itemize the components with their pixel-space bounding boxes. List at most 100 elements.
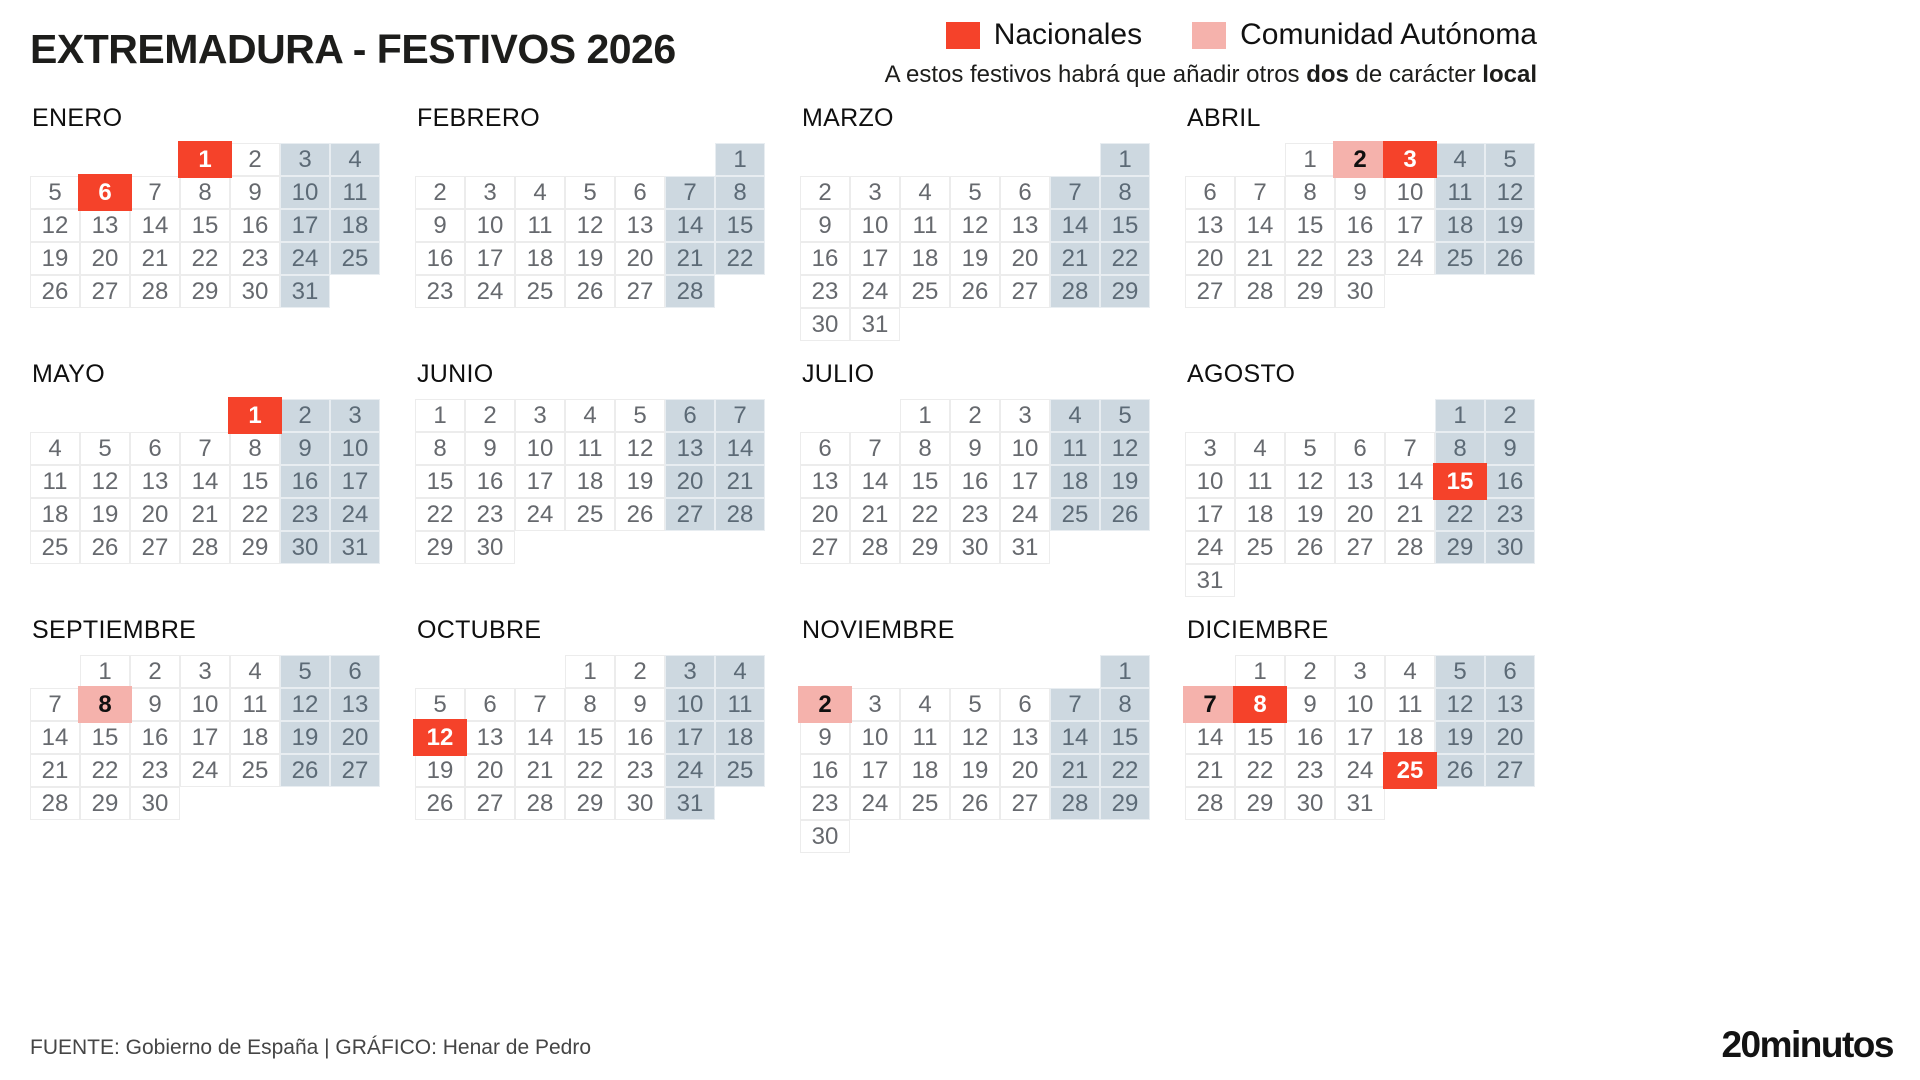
weekend-day-cell: 30 [280, 531, 330, 564]
weekend-day-cell: 12 [1435, 688, 1485, 721]
weekend-day-cell: 1 [1100, 655, 1150, 688]
day-cell: 18 [565, 465, 615, 498]
day-cell: 20 [1185, 242, 1235, 275]
regional-holiday-cell: 7 [1183, 686, 1237, 723]
day-cell: 8 [1285, 176, 1335, 209]
day-cell: 12 [950, 209, 1000, 242]
day-cell: 14 [515, 721, 565, 754]
day-cell: 21 [180, 498, 230, 531]
day-cell: 30 [950, 531, 1000, 564]
month-title: SEPTIEMBRE [32, 616, 197, 644]
day-cell: 7 [180, 432, 230, 465]
national-holiday-cell: 25 [1383, 752, 1437, 789]
weekend-day-cell: 29 [1100, 275, 1150, 308]
day-cell: 27 [130, 531, 180, 564]
month-calendar: ENERO 1 2 3 4 5 6 7 8 9 10 11 12 13 14 15 16 17 18 19 20 21 22… [30, 104, 382, 360]
day-cell: 5 [80, 432, 130, 465]
day-cell: 19 [950, 242, 1000, 275]
day-cell: 6 [1335, 432, 1385, 465]
empty-cell [515, 655, 565, 688]
weekend-day-cell: 12 [280, 688, 330, 721]
weekend-day-cell: 1 [1435, 399, 1485, 432]
empty-cell [850, 143, 900, 176]
weekend-day-cell: 25 [1050, 498, 1100, 531]
weekend-day-cell: 17 [330, 465, 380, 498]
day-cell: 16 [465, 465, 515, 498]
day-cell: 16 [950, 465, 1000, 498]
day-cell: 27 [1000, 275, 1050, 308]
day-cell: 21 [850, 498, 900, 531]
weekend-day-cell: 29 [1100, 787, 1150, 820]
day-cell: 23 [800, 275, 850, 308]
weekend-day-cell: 30 [1485, 531, 1535, 564]
month-title: ENERO [32, 104, 123, 132]
month-title: MAYO [32, 360, 105, 388]
empty-cell [180, 399, 230, 432]
day-cell: 11 [30, 465, 80, 498]
day-cell: 10 [180, 688, 230, 721]
day-cell: 15 [180, 209, 230, 242]
weekend-day-cell: 6 [665, 399, 715, 432]
legend-note: A estos festivos habrá que añadir otros … [885, 61, 1537, 89]
weekend-day-cell: 7 [1050, 688, 1100, 721]
day-cell: 29 [565, 787, 615, 820]
day-cell: 9 [800, 209, 850, 242]
day-cell: 18 [30, 498, 80, 531]
day-cell: 13 [465, 721, 515, 754]
day-cell: 27 [465, 787, 515, 820]
day-cell: 29 [415, 531, 465, 564]
regional-holiday-cell: 2 [798, 686, 852, 723]
weekend-day-cell: 28 [1050, 787, 1100, 820]
20minutos-logo: 20minutos [1721, 1024, 1894, 1065]
day-cell: 23 [800, 787, 850, 820]
empty-cell [1000, 143, 1050, 176]
month-grid: 1 2 3 4 5 6 7 8 9 10 11 12 13 14 15 16 17 18 19 20 21 22 23 24 2… [415, 399, 767, 564]
national-holiday-cell: 3 [1383, 141, 1437, 178]
day-cell: 30 [800, 820, 850, 853]
day-cell: 17 [515, 465, 565, 498]
day-cell: 6 [130, 432, 180, 465]
month-title: JULIO [802, 360, 875, 388]
day-cell: 22 [565, 754, 615, 787]
day-cell: 28 [1235, 275, 1285, 308]
day-cell: 17 [1335, 721, 1385, 754]
day-cell: 29 [1285, 275, 1335, 308]
day-cell: 23 [130, 754, 180, 787]
weekend-day-cell: 13 [1485, 688, 1535, 721]
empty-cell [900, 143, 950, 176]
day-cell: 4 [30, 432, 80, 465]
month-calendar: ABRIL 1 2 3 4 5 6 7 8 9 10 11 12 13 14 15 16 17 18 19 20 21 22… [1185, 104, 1537, 360]
weekend-day-cell: 23 [280, 498, 330, 531]
month-calendar: DICIEMBRE 1 2 3 4 5 6 7 8 9 10 11 12 13 14 15 16 17 18 19 20… [1183, 616, 1537, 872]
day-cell: 28 [515, 787, 565, 820]
weekend-day-cell: 10 [665, 688, 715, 721]
day-cell: 14 [850, 465, 900, 498]
empty-cell [1050, 143, 1100, 176]
note-bold-local: local [1482, 61, 1537, 88]
day-cell: 9 [230, 176, 280, 209]
weekend-day-cell: 18 [1050, 465, 1100, 498]
day-cell: 11 [565, 432, 615, 465]
day-cell: 5 [30, 176, 80, 209]
day-cell: 21 [130, 242, 180, 275]
month-calendar: NOVIEMBRE 1 2 3 4 5 6 7 8 9 10 11 12 13 14 15 16 17 18 19 20… [798, 616, 1152, 872]
empty-cell [130, 143, 180, 176]
day-cell: 4 [900, 688, 950, 721]
day-cell: 16 [1285, 721, 1335, 754]
day-cell: 30 [465, 531, 515, 564]
day-cell: 15 [230, 465, 280, 498]
day-cell: 24 [465, 275, 515, 308]
day-cell: 8 [900, 432, 950, 465]
day-cell: 29 [1235, 787, 1285, 820]
month-title: NOVIEMBRE [802, 616, 955, 644]
day-cell: 28 [850, 531, 900, 564]
weekend-day-cell: 3 [665, 655, 715, 688]
day-cell: 22 [1235, 754, 1285, 787]
weekend-day-cell: 5 [1100, 399, 1150, 432]
empty-cell [950, 143, 1000, 176]
weekend-day-cell: 10 [280, 176, 330, 209]
day-cell: 19 [415, 754, 465, 787]
day-cell: 4 [1385, 655, 1435, 688]
weekend-day-cell: 7 [1050, 176, 1100, 209]
empty-cell [1000, 655, 1050, 688]
